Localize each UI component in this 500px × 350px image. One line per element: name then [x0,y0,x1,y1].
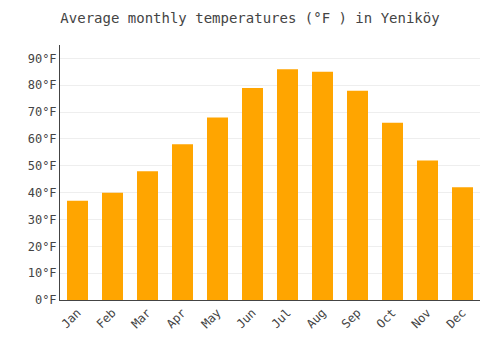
svg-text:40°F: 40°F [28,186,57,200]
svg-text:90°F: 90°F [28,52,57,66]
svg-text:10°F: 10°F [28,266,57,280]
svg-text:60°F: 60°F [28,132,57,146]
svg-text:Mar: Mar [129,306,154,331]
svg-text:Nov: Nov [409,306,434,331]
svg-text:0°F: 0°F [35,293,57,307]
svg-text:30°F: 30°F [28,213,57,227]
svg-text:Jan: Jan [59,306,84,331]
svg-text:Jul: Jul [269,306,294,331]
svg-text:Feb: Feb [94,306,119,331]
svg-text:Average monthly temperatures (: Average monthly temperatures (°F ) in Ye… [60,10,439,26]
svg-text:50°F: 50°F [28,159,57,173]
svg-text:Sep: Sep [339,306,364,331]
svg-text:Jun: Jun [234,306,259,331]
svg-text:20°F: 20°F [28,240,57,254]
svg-text:Oct: Oct [374,306,399,331]
svg-text:70°F: 70°F [28,105,57,119]
svg-text:80°F: 80°F [28,78,57,92]
svg-text:Apr: Apr [164,306,189,331]
svg-text:Aug: Aug [304,306,329,331]
svg-text:May: May [199,306,224,331]
svg-text:Dec: Dec [444,306,469,331]
